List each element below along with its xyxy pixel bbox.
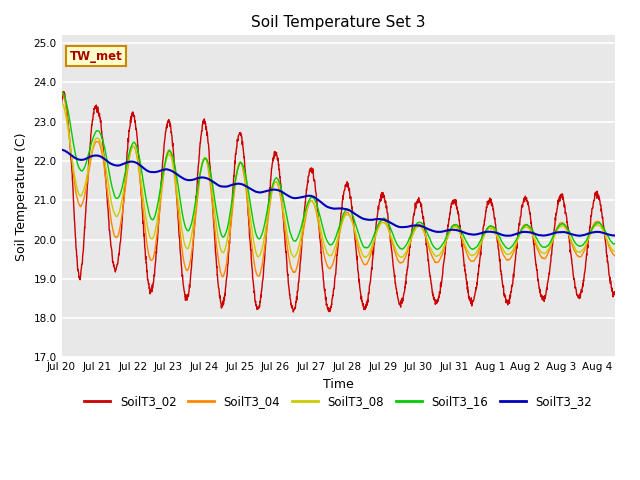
Legend: SoilT3_02, SoilT3_04, SoilT3_08, SoilT3_16, SoilT3_32: SoilT3_02, SoilT3_04, SoilT3_08, SoilT3_… (79, 390, 596, 413)
X-axis label: Time: Time (323, 378, 353, 391)
Y-axis label: Soil Temperature (C): Soil Temperature (C) (15, 132, 28, 261)
Title: Soil Temperature Set 3: Soil Temperature Set 3 (251, 15, 426, 30)
Text: TW_met: TW_met (70, 50, 123, 63)
